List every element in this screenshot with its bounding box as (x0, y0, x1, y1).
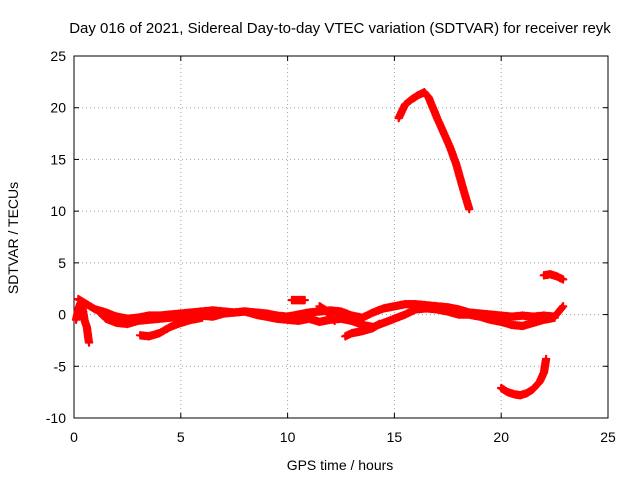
x-tick-label: 20 (493, 429, 509, 445)
series-arc-20-22-1-h (496, 354, 551, 400)
grid (74, 56, 608, 418)
y-tick-label: 5 (58, 255, 66, 271)
y-tick-label: 15 (50, 151, 66, 167)
data-marks (71, 87, 568, 400)
series-segment-12-7-14-3-h (341, 319, 384, 341)
x-tick-label: 15 (387, 429, 403, 445)
series-marks (539, 269, 568, 284)
y-tick-label: 0 (58, 307, 66, 323)
series-segment-22-22-9-h (539, 269, 568, 284)
axis-ticks: 0 5 10 15 20 25 -10 -5 0 5 10 15 20 25 (46, 48, 616, 445)
x-tick-label: 5 (177, 429, 185, 445)
series-marks (71, 298, 94, 347)
y-tick-label: -5 (54, 358, 67, 374)
series-marks (135, 313, 207, 341)
y-tick-label: 20 (50, 100, 66, 116)
series-segment-11-5-12-2-h (315, 302, 339, 326)
series-segment-10-5-h (287, 295, 309, 305)
x-tick-label: 0 (70, 429, 78, 445)
y-tick-label: 25 (50, 48, 66, 64)
series-marks (95, 304, 559, 332)
series-marks (496, 354, 551, 400)
series-marks (315, 302, 339, 326)
y-tick-label: -10 (46, 410, 66, 426)
series-start-segment (71, 298, 94, 347)
series-track-c-dip-3-6-h- (135, 313, 207, 341)
y-axis-label: SDTVAR / TECUs (5, 182, 21, 294)
x-axis-label: GPS time / hours (287, 457, 394, 473)
series-near-zero-track-b (95, 304, 559, 332)
series-marks (341, 319, 384, 341)
x-tick-label: 25 (600, 429, 616, 445)
series-arc-15-18-5-h (394, 87, 474, 214)
series-marks (287, 295, 309, 305)
plot-frame (73, 55, 609, 419)
chart-title: Day 016 of 2021, Sidereal Day-to-day VTE… (69, 20, 611, 37)
y-tick-label: 10 (50, 203, 66, 219)
x-tick-label: 10 (280, 429, 296, 445)
series-marks (394, 87, 474, 214)
